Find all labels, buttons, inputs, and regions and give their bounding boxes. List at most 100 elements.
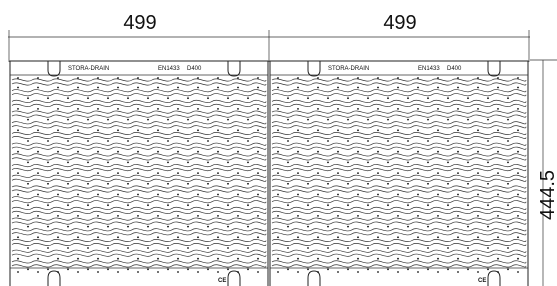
rib-dot <box>57 129 59 131</box>
rib-dot <box>317 194 319 196</box>
rib-dot <box>77 194 79 196</box>
rib-dot <box>27 183 29 185</box>
rib-dot <box>507 226 509 228</box>
rib-dot <box>117 215 119 217</box>
rib-dot <box>47 97 49 99</box>
rib-dot <box>357 77 359 79</box>
rib-dot <box>517 271 519 273</box>
rib-dot <box>137 236 139 238</box>
rib-dot <box>67 204 69 206</box>
rib-dot <box>357 108 359 110</box>
rib-dot <box>497 236 499 238</box>
rib-dot <box>507 97 509 99</box>
rib-dot <box>167 204 169 206</box>
slot-edge <box>272 207 526 209</box>
rib-dot <box>447 140 449 142</box>
rib-dot <box>187 183 189 185</box>
rib-dot <box>177 129 179 131</box>
rib-dot <box>127 183 129 185</box>
rib-dot <box>277 215 279 217</box>
rib-dot <box>227 226 229 228</box>
rib-dot <box>157 215 159 217</box>
rib-dot <box>247 269 249 271</box>
rib-dot <box>227 97 229 99</box>
slot-edge <box>272 158 526 160</box>
rib-dot <box>157 77 159 79</box>
rib-dot <box>67 162 69 164</box>
rib-dot <box>187 119 189 121</box>
rib-dot <box>217 108 219 110</box>
rib-dot <box>147 119 149 121</box>
rib-dot <box>357 87 359 89</box>
rib-dot <box>297 194 299 196</box>
rib-dot <box>327 140 329 142</box>
rib-dot <box>227 162 229 164</box>
rib-dot <box>407 162 409 164</box>
rib-dot <box>27 247 29 249</box>
rib-dot <box>377 151 379 153</box>
rib-dot <box>337 151 339 153</box>
rib-dot <box>17 129 19 131</box>
rib-dot <box>517 194 519 196</box>
rib-dot <box>237 271 239 273</box>
rib-dot <box>477 215 479 217</box>
rib-dot <box>297 77 299 79</box>
rib-dot <box>87 140 89 142</box>
rib-dot <box>307 247 309 249</box>
notch <box>488 271 500 286</box>
rib-dot <box>207 269 209 271</box>
rib-dot <box>277 77 279 79</box>
slot-edge <box>272 126 526 128</box>
rib-dot <box>17 108 19 110</box>
rib-dot <box>67 140 69 142</box>
slot-edge <box>12 164 266 166</box>
rib-dot <box>177 236 179 238</box>
rib-dot <box>127 204 129 206</box>
rib-dot <box>477 77 479 79</box>
rib-dot <box>197 151 199 153</box>
rib-dot <box>497 87 499 89</box>
rib-dot <box>97 77 99 79</box>
rib-dot <box>427 183 429 185</box>
rib-dot <box>187 204 189 206</box>
rib-dot <box>247 140 249 142</box>
rib-dot <box>347 162 349 164</box>
brand-text: STORA-DRAIN <box>328 66 369 72</box>
rib-dot <box>367 183 369 185</box>
rib-dot <box>427 204 429 206</box>
rib-dot <box>207 204 209 206</box>
rib-dot <box>287 119 289 121</box>
rib-dot <box>257 77 259 79</box>
rib-dot <box>167 226 169 228</box>
rib-dot <box>427 226 429 228</box>
rib-dot <box>517 258 519 260</box>
rib-dot <box>287 247 289 249</box>
slot-edge <box>12 218 266 220</box>
rib-dot <box>27 119 29 121</box>
rib-dot <box>57 151 59 153</box>
rib-dot <box>457 194 459 196</box>
slot-edge <box>272 201 526 203</box>
rib-dot <box>307 269 309 271</box>
rib-dot <box>417 129 419 131</box>
rib-dot <box>137 129 139 131</box>
rib-dot <box>147 140 149 142</box>
rib-dot <box>37 87 39 89</box>
rib-dot <box>137 77 139 79</box>
rib-dot <box>187 269 189 271</box>
rib-dot <box>397 271 399 273</box>
rib-dot <box>37 151 39 153</box>
rib-dot <box>137 194 139 196</box>
rib-dot <box>367 247 369 249</box>
rib-dot <box>257 271 259 273</box>
rib-dot <box>217 172 219 174</box>
rib-dot <box>37 236 39 238</box>
notch <box>48 271 60 286</box>
rib-dot <box>87 226 89 228</box>
slot-edge <box>272 83 526 85</box>
rib-dot <box>397 87 399 89</box>
rib-dot <box>307 204 309 206</box>
rib-dot <box>507 247 509 249</box>
slot-edge <box>272 229 526 231</box>
rib-dot <box>57 215 59 217</box>
